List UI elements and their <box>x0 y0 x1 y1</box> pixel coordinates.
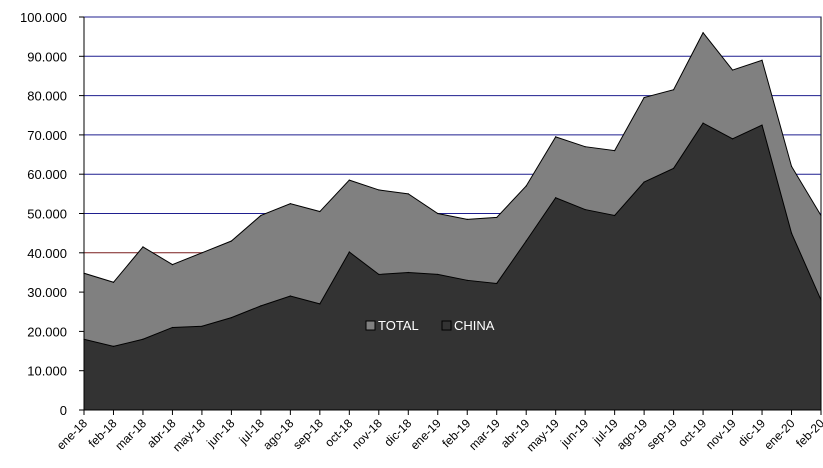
x-tick-label: nov-18 <box>349 416 385 452</box>
x-tick-label: jun-18 <box>203 416 237 450</box>
point-china <box>260 305 262 307</box>
point-china <box>555 197 557 199</box>
x-tick-label: may-18 <box>170 416 208 454</box>
x-tick-label: ene-19 <box>408 416 445 453</box>
point-total <box>555 136 557 138</box>
point-china <box>761 124 763 126</box>
y-axis: 0 10.000 20.000 30.000 40.000 50.000 60.000 70.… <box>20 10 85 418</box>
point-total <box>525 185 527 187</box>
point-total <box>201 252 203 254</box>
point-china <box>584 208 586 211</box>
point-total <box>702 32 704 34</box>
x-tick-label: may-19 <box>524 416 562 454</box>
point-china <box>142 338 144 340</box>
point-china <box>378 273 380 276</box>
point-china <box>437 273 439 276</box>
point-china <box>319 303 321 305</box>
point-china <box>112 345 115 347</box>
point-total <box>378 189 380 191</box>
point-total <box>761 59 763 61</box>
x-tick-label: nov-19 <box>703 416 739 452</box>
point-china <box>496 282 498 285</box>
point-total <box>289 203 291 205</box>
point-total <box>673 89 675 91</box>
y-tick-label: 90.000 <box>27 49 67 64</box>
legend: TOTAL CHINA <box>365 318 495 333</box>
point-total <box>466 218 468 220</box>
point-china <box>614 214 616 217</box>
point-china <box>201 325 203 327</box>
y-tick-label: 0 <box>60 403 67 418</box>
point-total <box>142 246 144 248</box>
point-total <box>614 150 616 152</box>
x-tick-label: sep-18 <box>290 416 326 452</box>
x-tick-label: feb-20 <box>793 416 823 450</box>
point-china <box>820 299 822 301</box>
x-tick-label: mar-18 <box>112 416 149 453</box>
point-total <box>230 240 232 242</box>
x-tick-label: ene-20 <box>761 416 798 453</box>
point-total <box>790 165 793 167</box>
point-china <box>407 271 409 274</box>
x-tick-label: ago-19 <box>614 416 651 453</box>
x-tick-label: jun-19 <box>557 416 591 450</box>
point-china <box>702 122 704 124</box>
chart-areas <box>83 31 822 411</box>
point-china <box>643 181 645 183</box>
y-tick-label: 30.000 <box>27 285 67 300</box>
y-tick-label: 40.000 <box>27 246 67 261</box>
point-total <box>348 179 350 181</box>
y-tick-label: 10.000 <box>27 364 67 379</box>
y-tick-label: 100.000 <box>20 10 67 25</box>
legend-swatch-china <box>441 320 452 331</box>
x-tick-label: sep-19 <box>644 416 680 452</box>
point-total <box>643 96 645 99</box>
legend-swatch-total <box>365 320 376 331</box>
point-total <box>731 69 734 71</box>
point-total <box>260 214 262 217</box>
y-tick-label: 50.000 <box>27 207 67 222</box>
x-axis: ene-18feb-18mar-18abr-18may-18jun-18jul-… <box>54 409 823 454</box>
point-china <box>171 326 174 329</box>
legend-label-total: TOTAL <box>378 318 419 333</box>
point-china <box>348 251 350 253</box>
x-tick-label: mar-19 <box>466 416 503 453</box>
point-china <box>289 295 291 297</box>
point-china <box>790 232 793 234</box>
point-china <box>673 167 675 169</box>
point-total <box>820 214 822 217</box>
legend-label-china: CHINA <box>454 318 495 333</box>
point-total <box>496 216 498 219</box>
y-tick-label: 60.000 <box>27 167 67 182</box>
point-china <box>230 317 232 319</box>
x-tick-label: ago-18 <box>260 416 297 453</box>
y-tick-label: 80.000 <box>27 89 67 104</box>
y-tick-label: 70.000 <box>27 128 67 143</box>
y-tick-label: 20.000 <box>27 324 67 339</box>
point-china <box>466 279 468 281</box>
point-total <box>319 210 321 213</box>
point-total <box>171 263 174 266</box>
point-total <box>437 212 439 215</box>
point-china <box>525 240 527 242</box>
point-total <box>584 146 586 148</box>
point-total <box>407 193 409 195</box>
point-total <box>112 281 115 283</box>
x-tick-label: ene-18 <box>54 416 91 453</box>
point-china <box>731 138 734 140</box>
